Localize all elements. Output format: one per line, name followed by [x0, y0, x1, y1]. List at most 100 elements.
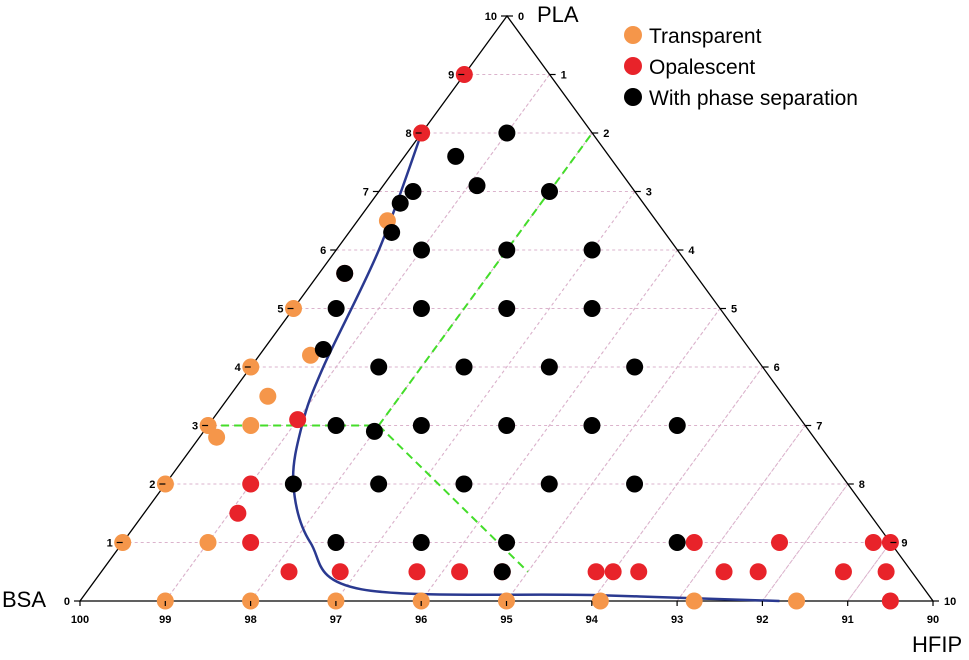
- point-opalescent: [685, 534, 703, 551]
- tick-label-bottom: 96: [415, 614, 427, 626]
- point-opalescent: [771, 534, 789, 551]
- point-with-phase-separation: [583, 417, 601, 434]
- grid-line-hfip: [591, 366, 764, 602]
- point-with-phase-separation: [493, 563, 511, 581]
- point-with-phase-separation: [498, 417, 516, 434]
- point-with-phase-separation: [370, 475, 388, 493]
- tick-label-bottom: 98: [244, 614, 256, 626]
- point-transparent: [591, 592, 609, 610]
- tick-label-left: 3: [192, 421, 198, 433]
- tick-label-bottom: 97: [330, 614, 342, 626]
- grid-line-bsa: [506, 308, 721, 602]
- tick-label-right: 6: [774, 362, 780, 374]
- legend-label-phase-separation: With phase separation: [649, 87, 858, 110]
- tick-label-left: 10: [485, 11, 497, 23]
- point-with-phase-separation: [370, 358, 388, 376]
- point-with-phase-separation: [626, 358, 644, 376]
- point-opalescent: [834, 563, 852, 581]
- top-vertex-label: PLA: [537, 2, 579, 27]
- grid-line-bsa: [164, 74, 551, 602]
- point-with-phase-separation: [668, 417, 686, 434]
- point-with-phase-separation: [540, 475, 558, 493]
- tick-label-bottom: 94: [586, 614, 599, 626]
- point-with-phase-separation: [327, 300, 345, 317]
- left-vertex-label: BSA: [2, 587, 46, 612]
- point-with-phase-separation: [541, 183, 558, 200]
- tick-label-right: 1: [561, 70, 567, 82]
- point-with-phase-separation: [498, 124, 516, 142]
- tick-label-right: 5: [731, 304, 737, 316]
- point-with-phase-separation: [455, 475, 473, 493]
- point-with-phase-separation: [540, 358, 558, 376]
- legend-label-opalescent: Opalescent: [649, 56, 755, 79]
- point-opalescent: [289, 411, 307, 429]
- tick-label-left: 2: [149, 479, 155, 491]
- point-opalescent: [715, 563, 733, 581]
- grid-line-bsa: [420, 249, 678, 602]
- point-transparent: [788, 592, 806, 610]
- point-with-phase-separation: [498, 300, 516, 317]
- point-opalescent: [587, 563, 605, 581]
- tick-label-left: 9: [448, 70, 454, 82]
- legend-label-transparent: Transparent: [649, 25, 762, 48]
- point-with-phase-separation: [391, 194, 409, 212]
- right-vertex-label: HFIP: [912, 632, 962, 657]
- point-with-phase-separation: [498, 534, 516, 551]
- point-with-phase-separation: [404, 183, 422, 200]
- point-transparent: [242, 417, 260, 434]
- tick-label-right: 8: [859, 479, 865, 491]
- legend-marker-phase-separation: [624, 88, 642, 106]
- tick-label-bottom: 92: [756, 614, 768, 626]
- grid-lines: [122, 74, 891, 602]
- boundary-curve-layer: [291, 132, 780, 603]
- point-with-phase-separation: [583, 300, 601, 317]
- point-with-phase-separation: [336, 264, 354, 282]
- point-opalescent: [331, 563, 349, 581]
- point-transparent: [302, 346, 320, 364]
- grid-line-bsa: [335, 191, 636, 602]
- tick-label-right: 0: [518, 11, 524, 23]
- tick-label-bottom: 91: [842, 614, 854, 626]
- tick-label-left: 0: [64, 596, 70, 608]
- point-transparent: [259, 387, 277, 405]
- grid-line-hfip: [676, 425, 806, 602]
- point-with-phase-separation: [327, 417, 345, 434]
- point-with-phase-separation: [412, 534, 430, 551]
- tick-label-left: 4: [235, 362, 242, 374]
- point-with-phase-separation: [365, 422, 383, 440]
- legend: Transparent Opalescent With phase separa…: [624, 25, 858, 110]
- point-transparent: [199, 534, 217, 551]
- point-opalescent: [242, 534, 260, 551]
- point-with-phase-separation: [314, 340, 332, 358]
- tick-label-bottom: 90: [927, 614, 939, 626]
- point-with-phase-separation: [498, 241, 516, 259]
- point-opalescent: [864, 534, 882, 551]
- region-divider-line: [377, 132, 594, 427]
- tick-label-bottom: 93: [671, 614, 683, 626]
- point-opalescent: [749, 563, 767, 581]
- point-opalescent: [280, 563, 298, 581]
- tick-label-right: 9: [901, 538, 907, 550]
- point-opalescent: [451, 563, 469, 581]
- tick-label-right: 2: [603, 128, 609, 140]
- point-with-phase-separation: [668, 534, 686, 551]
- legend-marker-opalescent: [624, 57, 642, 75]
- point-with-phase-separation: [468, 177, 486, 195]
- data-points: [114, 66, 899, 610]
- grid-line-hfip: [761, 483, 849, 602]
- tick-label-right: 7: [816, 421, 822, 433]
- point-with-phase-separation: [583, 241, 601, 259]
- tick-label-left: 7: [363, 187, 369, 199]
- point-with-phase-separation: [412, 417, 430, 434]
- grid-line-hfip: [847, 542, 891, 602]
- tick-label-left: 8: [405, 128, 411, 140]
- point-opalescent: [604, 563, 622, 581]
- point-with-phase-separation: [284, 475, 302, 493]
- point-transparent: [208, 428, 226, 446]
- point-opalescent: [408, 563, 426, 581]
- tick-label-right: 10: [944, 596, 956, 608]
- tick-label-bottom: 99: [159, 614, 171, 626]
- point-opalescent: [630, 563, 648, 581]
- point-opalescent: [242, 475, 260, 493]
